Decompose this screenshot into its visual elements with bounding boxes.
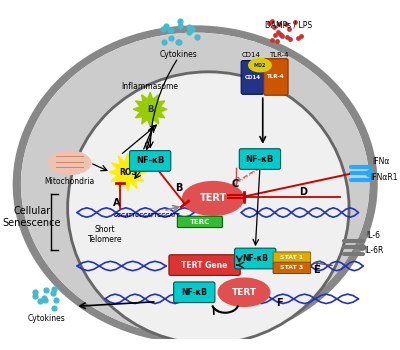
Text: E: E: [314, 265, 320, 274]
Text: Cytokines: Cytokines: [28, 314, 66, 323]
Text: NF-κB: NF-κB: [181, 288, 207, 297]
Text: Cytokines: Cytokines: [160, 50, 197, 59]
FancyBboxPatch shape: [130, 150, 171, 171]
Text: IFNαR1: IFNαR1: [371, 173, 398, 182]
Polygon shape: [133, 92, 167, 126]
Text: MD2: MD2: [254, 63, 266, 68]
Ellipse shape: [70, 74, 347, 342]
FancyBboxPatch shape: [264, 59, 288, 95]
Text: Cellular
Senescence: Cellular Senescence: [3, 206, 61, 228]
Text: DAMPs / LPS: DAMPs / LPS: [264, 20, 312, 29]
Text: TLR-4: TLR-4: [267, 74, 285, 79]
Text: NF-κB: NF-κB: [242, 254, 268, 263]
Text: CD14: CD14: [242, 52, 261, 58]
Text: D: D: [299, 187, 307, 197]
Text: TERT: TERT: [232, 288, 256, 297]
Ellipse shape: [218, 278, 270, 306]
Ellipse shape: [12, 25, 378, 344]
Text: NF-κB: NF-κB: [246, 155, 274, 163]
Text: STAT 1: STAT 1: [280, 255, 304, 260]
Text: ROS: ROS: [119, 168, 136, 177]
Text: IL-6: IL-6: [366, 231, 380, 240]
Text: STAT 3: STAT 3: [280, 265, 304, 271]
FancyBboxPatch shape: [177, 216, 222, 228]
FancyBboxPatch shape: [235, 248, 276, 269]
Polygon shape: [109, 153, 146, 191]
Ellipse shape: [182, 182, 244, 215]
Ellipse shape: [22, 33, 369, 335]
Ellipse shape: [68, 72, 349, 344]
Ellipse shape: [249, 59, 271, 72]
Ellipse shape: [48, 151, 90, 175]
Text: B: B: [176, 183, 183, 193]
FancyBboxPatch shape: [273, 262, 310, 273]
FancyBboxPatch shape: [239, 149, 280, 169]
Text: C: C: [232, 179, 239, 189]
Text: B: B: [147, 105, 153, 114]
FancyBboxPatch shape: [174, 282, 215, 303]
Text: TERC: TERC: [190, 219, 210, 225]
Text: Inflammasome: Inflammasome: [122, 82, 179, 91]
Text: NF-κB: NF-κB: [136, 156, 164, 166]
Text: TERT Gene: TERT Gene: [181, 260, 228, 270]
FancyBboxPatch shape: [169, 255, 240, 275]
Text: TLR-4: TLR-4: [269, 52, 288, 58]
Text: CD14: CD14: [244, 75, 260, 80]
Text: Mitochondria: Mitochondria: [44, 177, 95, 186]
Text: Short
Telomere: Short Telomere: [88, 225, 122, 244]
Text: TERT: TERT: [199, 194, 227, 203]
Text: IFNα: IFNα: [372, 158, 390, 166]
Text: GGGATTGGGATTGGGATT: GGGATTGGGATTGGGATT: [114, 213, 180, 218]
Text: F: F: [276, 298, 282, 308]
FancyBboxPatch shape: [273, 252, 310, 263]
FancyBboxPatch shape: [241, 61, 264, 94]
Ellipse shape: [22, 33, 369, 335]
Text: ?: ?: [234, 176, 240, 187]
Text: A: A: [113, 198, 120, 208]
Text: IL-6R: IL-6R: [364, 246, 384, 256]
